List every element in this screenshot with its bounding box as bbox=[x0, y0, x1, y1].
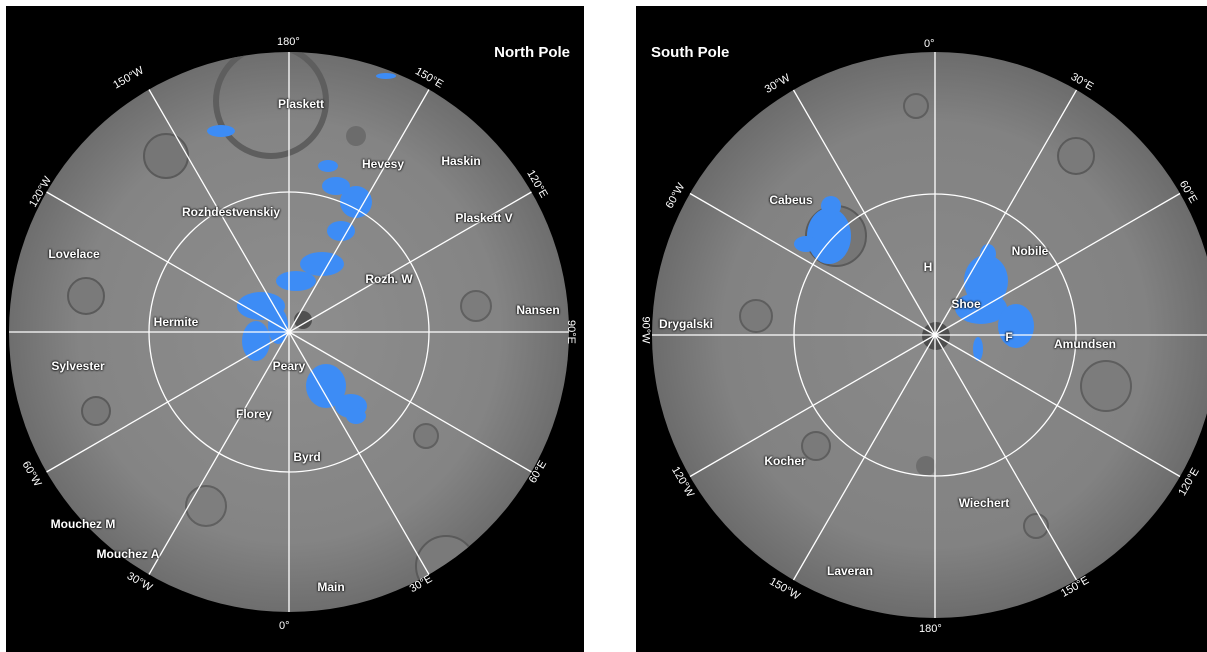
north-graticule bbox=[9, 52, 569, 612]
north-crater-peary: Peary bbox=[272, 359, 306, 373]
north-lon-0: 0° bbox=[279, 620, 290, 632]
north-crater-florey: Florey bbox=[235, 407, 273, 421]
south-crater-kocher: Kocher bbox=[764, 454, 806, 468]
south-pole-map: South Pole 0° 30°E 60°E 120°E 150°E 180°… bbox=[636, 6, 1207, 652]
south-lon-0: 0° bbox=[924, 38, 935, 50]
south-crater-nobile: Nobile bbox=[1011, 244, 1049, 258]
north-crater-hevesy: Hevesy bbox=[361, 157, 405, 171]
north-crater-rozhdestvenskiy: Rozhdestvenskiy bbox=[181, 205, 281, 219]
south-pole-graphic bbox=[652, 52, 1207, 618]
north-crater-plaskett: Plaskett bbox=[277, 97, 325, 111]
north-lon-90e: 90°E bbox=[564, 320, 577, 344]
south-crater-shoe: Shoe bbox=[951, 297, 981, 311]
north-crater-sylvester: Sylvester bbox=[51, 359, 105, 373]
north-crater-nansen: Nansen bbox=[516, 303, 560, 317]
south-crater-f: F bbox=[1005, 330, 1013, 344]
south-crater-h: H bbox=[923, 260, 933, 274]
south-crater-wiechert: Wiechert bbox=[958, 496, 1010, 510]
north-lon-180: 180° bbox=[277, 36, 300, 48]
north-ice-deposits bbox=[207, 73, 396, 424]
north-pole-map: North Pole 180° 150°E 120°E 90°E 60°E 30… bbox=[6, 6, 584, 652]
north-pole-graphic bbox=[9, 52, 569, 612]
north-crater-mouchez-m: Mouchez M bbox=[50, 517, 116, 531]
south-crater-drygalski: Drygalski bbox=[658, 317, 714, 331]
north-crater-plaskett-v: Plaskett V bbox=[455, 211, 513, 225]
south-lon-180: 180° bbox=[919, 623, 942, 635]
south-crater-amundsen: Amundsen bbox=[1053, 337, 1117, 351]
north-crater-main: Main bbox=[317, 580, 345, 594]
north-crater-byrd: Byrd bbox=[293, 450, 321, 464]
south-pole-title: South Pole bbox=[651, 44, 730, 61]
north-pole-title: North Pole bbox=[494, 44, 570, 61]
north-crater-hermite: Hermite bbox=[153, 315, 199, 329]
south-crater-laveran: Laveran bbox=[826, 564, 874, 578]
north-crater-lovelace: Lovelace bbox=[48, 247, 100, 261]
south-lon-90w: 90°W bbox=[639, 316, 652, 344]
south-crater-cabeus: Cabeus bbox=[769, 193, 813, 207]
north-crater-mouchez-a: Mouchez A bbox=[96, 547, 160, 561]
south-graticule bbox=[652, 52, 1207, 618]
north-crater-rozh-w: Rozh. W bbox=[365, 272, 413, 286]
north-crater-haskin: Haskin bbox=[441, 154, 481, 168]
